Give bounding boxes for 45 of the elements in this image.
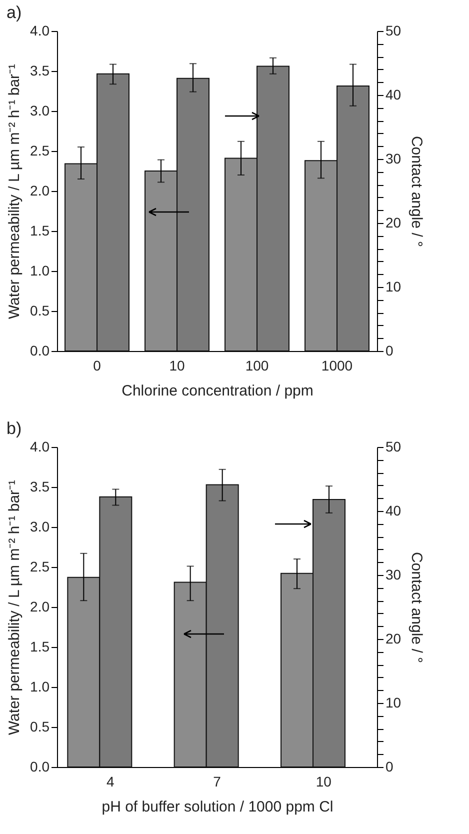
- y-tick-label: 0.0: [30, 758, 50, 774]
- x-tick-label: 0: [93, 358, 102, 374]
- y-tick-label: 2.0: [30, 598, 50, 614]
- chart-title: a): [6, 3, 22, 22]
- y2-axis-title: Contact angle / °: [408, 136, 426, 248]
- y-tick-label: 3.5: [30, 478, 50, 494]
- x-tick-label: 4: [106, 774, 114, 790]
- y-tick-label: 2.5: [30, 142, 50, 158]
- y2-tick-label: 40: [386, 86, 402, 102]
- y-tick-label: 1.5: [30, 638, 50, 654]
- y2-tick-label: 50: [386, 22, 402, 38]
- x-tick-label: 10: [316, 774, 332, 790]
- y-tick-label: 0.5: [30, 302, 50, 318]
- x-tick-label: 7: [213, 774, 222, 790]
- y-tick-label: 0.0: [30, 342, 50, 358]
- x-tick-label: 1000: [321, 358, 353, 374]
- y2-tick-label: 40: [386, 502, 402, 518]
- y2-tick-label: 10: [386, 694, 402, 710]
- y2-tick-label: 20: [386, 214, 402, 230]
- y-tick-label: 3.0: [30, 518, 50, 534]
- y-tick-label: 0.5: [30, 718, 50, 734]
- y-tick-label: 2.5: [30, 558, 50, 574]
- y2-tick-label: 10: [386, 278, 402, 294]
- x-tick-label: 100: [245, 358, 269, 374]
- x-axis-title: Chlorine concentration / ppm: [122, 382, 314, 400]
- y-tick-label: 2.0: [30, 182, 50, 198]
- y-tick-label: 3.5: [30, 62, 50, 78]
- x-axis-title: pH of buffer solution / 1000 ppm Cl: [102, 798, 334, 816]
- x-tick-label: 10: [169, 358, 185, 374]
- y-tick-label: 3.0: [30, 102, 50, 118]
- y2-tick-label: 0: [386, 758, 394, 774]
- y-axis-title: Water permeability / L µm m⁻² h⁻¹ bar⁻¹: [6, 480, 24, 736]
- y2-axis-title: Contact angle / °: [408, 552, 426, 664]
- y2-tick-label: 50: [386, 438, 402, 454]
- y2-tick-label: 20: [386, 630, 402, 646]
- y-tick-label: 4.0: [30, 438, 50, 454]
- y-tick-label: 1.5: [30, 222, 50, 238]
- y2-tick-label: 0: [386, 342, 394, 358]
- chart-title: b): [6, 419, 22, 438]
- y-tick-label: 1.0: [30, 262, 50, 278]
- y2-tick-label: 30: [386, 150, 402, 166]
- y2-tick-label: 30: [386, 566, 402, 582]
- y-tick-label: 4.0: [30, 22, 50, 38]
- y-axis-title: Water permeability / L µm m⁻² h⁻¹ bar⁻¹: [6, 64, 24, 320]
- y-tick-label: 1.0: [30, 678, 50, 694]
